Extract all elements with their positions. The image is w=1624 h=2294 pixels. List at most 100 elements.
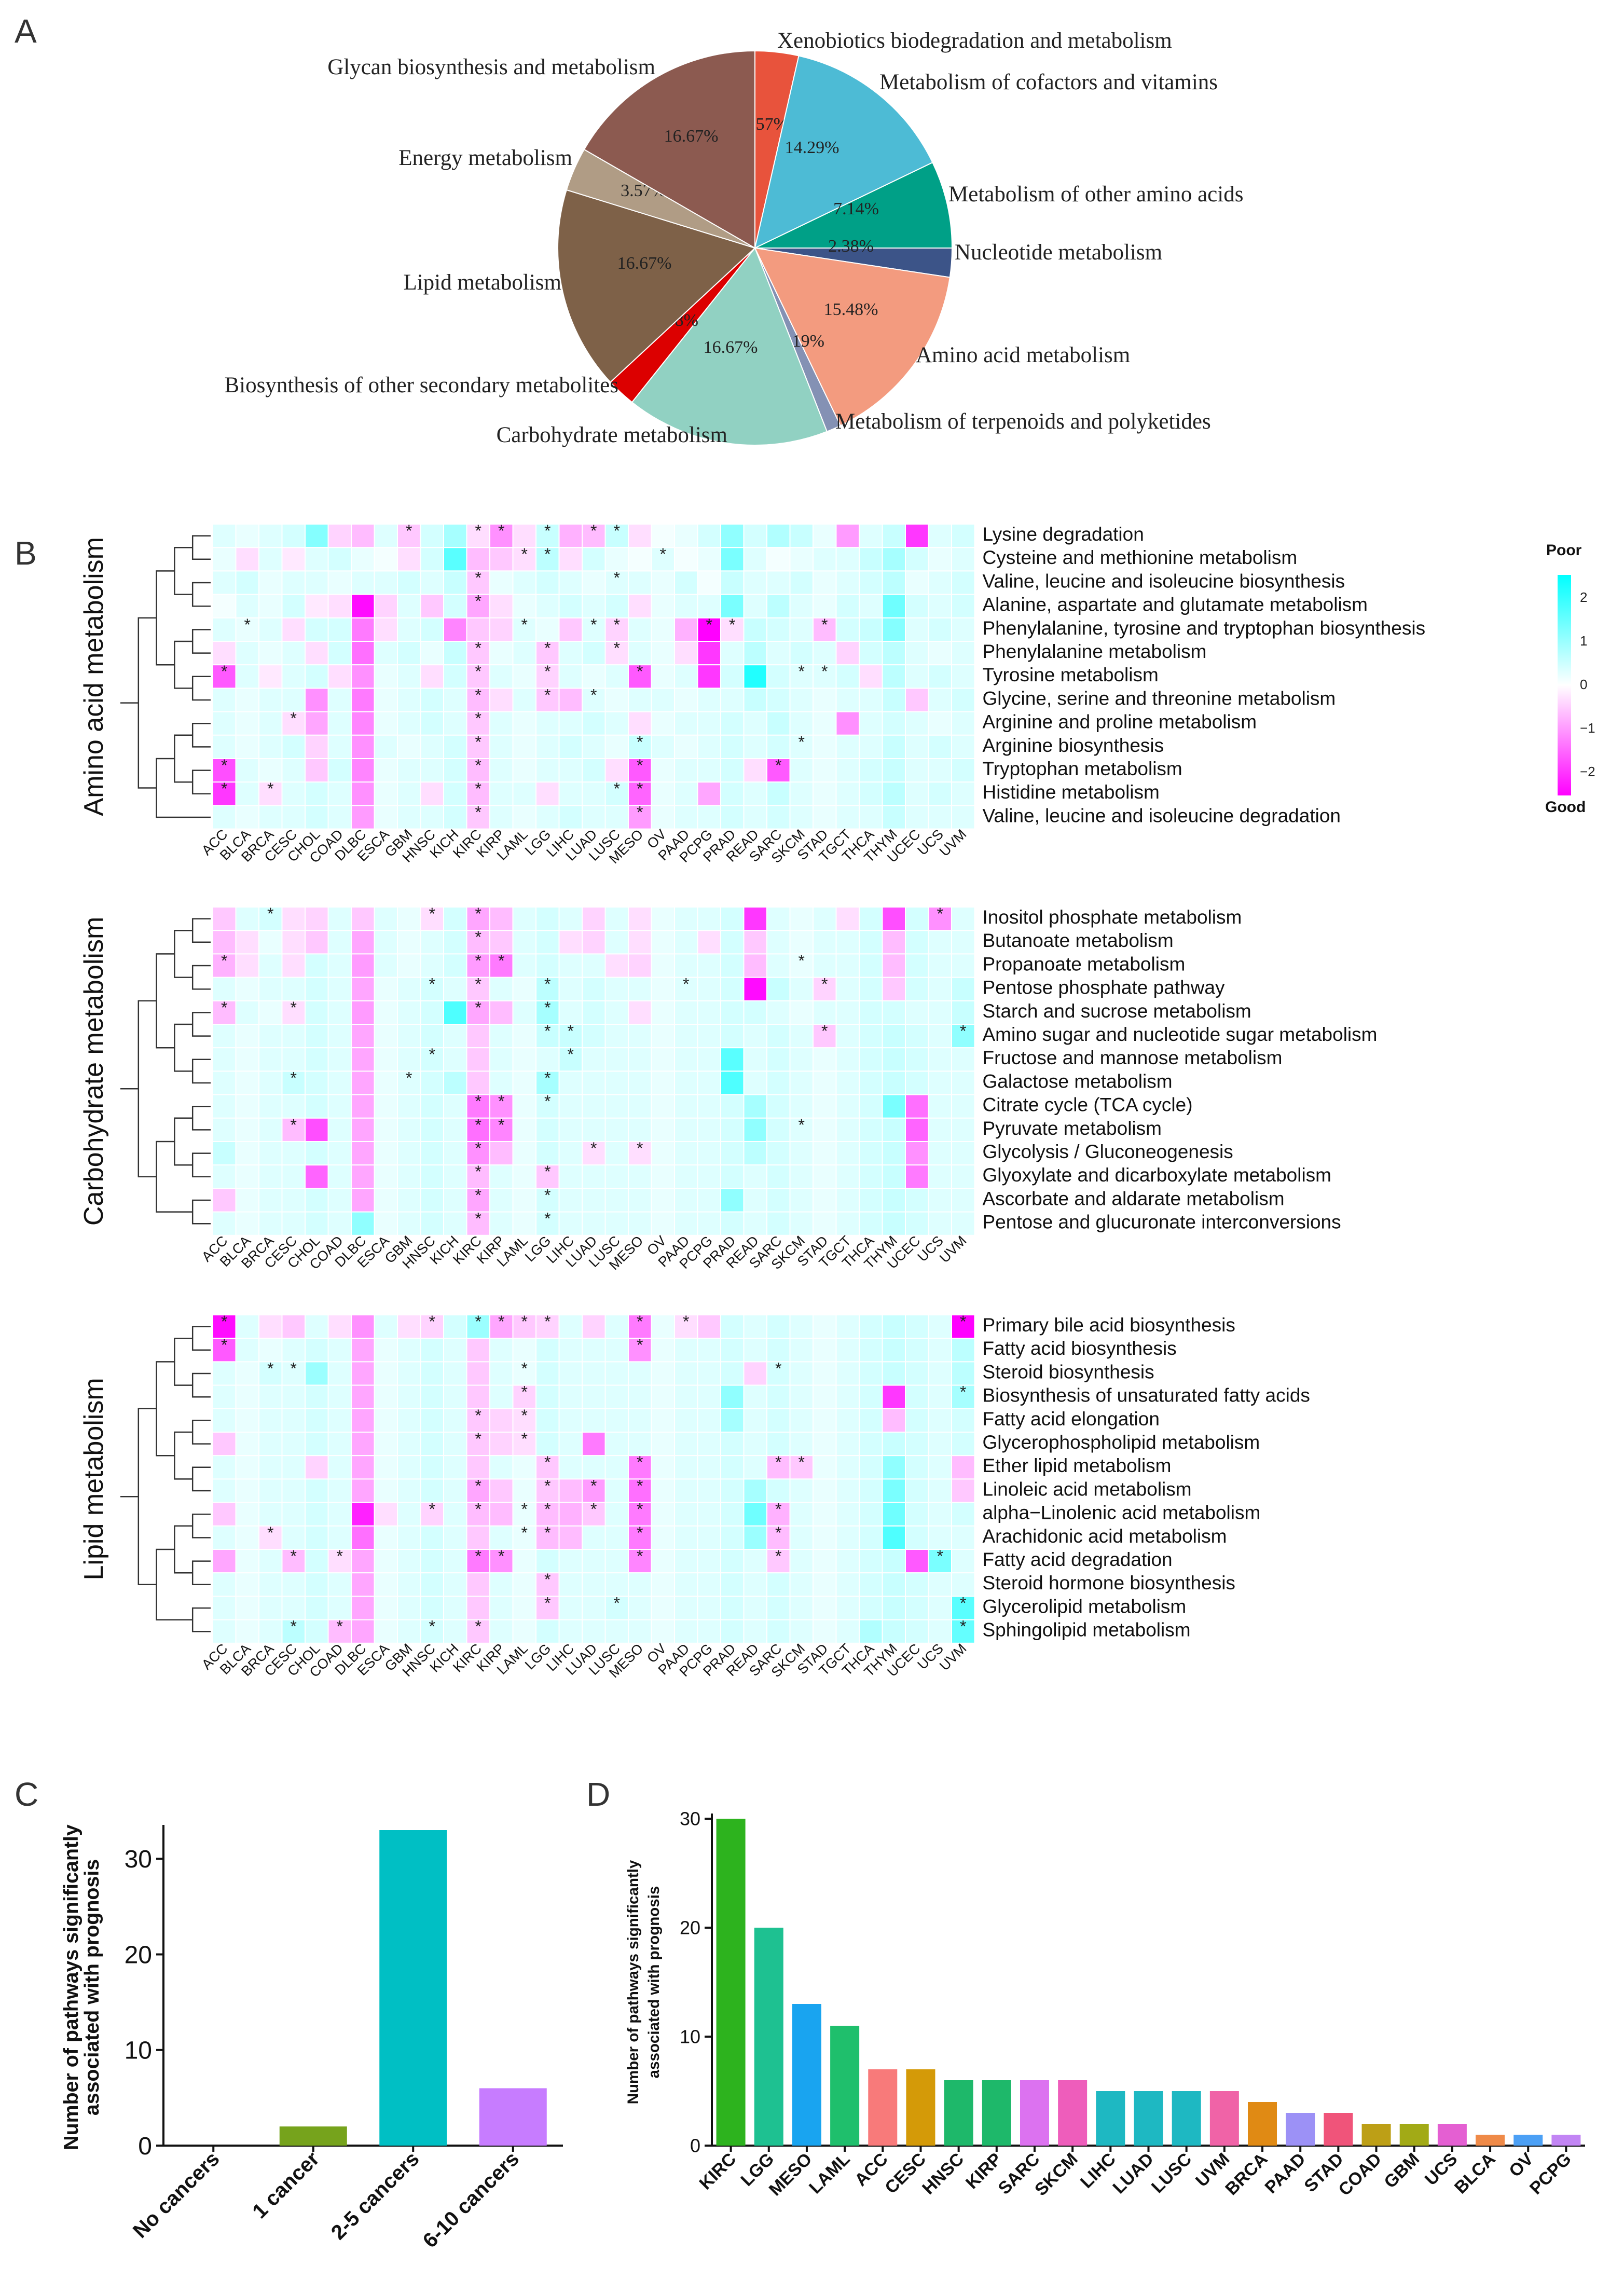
heatmap-cell <box>651 570 675 595</box>
heatmap-cell <box>420 734 444 760</box>
heatmap-cell <box>327 977 352 1001</box>
heatmap-cell <box>813 711 837 736</box>
heatmap-cell <box>674 524 698 548</box>
heatmap-cell <box>212 570 237 595</box>
heatmap-cell <box>882 641 906 666</box>
heatmap-cell <box>512 1572 536 1597</box>
heatmap-cell <box>720 664 745 689</box>
heatmap-cell <box>674 1070 698 1095</box>
significance-star: * <box>267 779 273 798</box>
pie-slice-percent: 16.67% <box>704 338 758 357</box>
heatmap-cell <box>905 1596 929 1620</box>
heatmap-cell <box>397 734 421 760</box>
heatmap-cell <box>535 906 560 931</box>
heatmap-cell <box>628 1094 652 1119</box>
heatmap-cell <box>905 1502 929 1527</box>
heatmap-cell <box>789 688 814 712</box>
heatmap-cell <box>281 1094 306 1119</box>
heatmap-cell <box>604 1596 629 1620</box>
heatmap-cell <box>420 906 444 931</box>
significance-star: * <box>291 709 297 728</box>
heatmap-cell <box>905 617 929 642</box>
heatmap-cell <box>951 977 975 1001</box>
bar <box>1096 2091 1125 2146</box>
heatmap-cell <box>835 641 860 666</box>
heatmap-cell <box>651 1619 675 1644</box>
heatmap-cell <box>443 1525 467 1550</box>
heatmap-cell <box>697 688 721 712</box>
heatmap-cell <box>604 547 629 572</box>
heatmap-cell <box>720 570 745 595</box>
heatmap-cell <box>235 977 259 1001</box>
heatmap-cell <box>281 1596 306 1620</box>
heatmap-cell <box>928 1024 952 1049</box>
heatmap-cell <box>327 570 352 595</box>
heatmap-cell <box>928 1141 952 1166</box>
heatmap-cell <box>674 1596 698 1620</box>
heatmap-cell <box>212 1619 237 1644</box>
heatmap-cell <box>835 1070 860 1095</box>
bar <box>944 2080 973 2146</box>
heatmap-cell <box>420 1525 444 1550</box>
heatmap-cell <box>512 1478 536 1503</box>
heatmap-cell <box>882 734 906 760</box>
heatmap-cell <box>443 1596 467 1620</box>
heatmap-cell <box>281 1384 306 1409</box>
heatmap-cell <box>743 1141 767 1166</box>
heatmap-cell <box>327 1384 352 1409</box>
heatmap-cell <box>466 1047 490 1072</box>
heatmap-cell <box>813 1070 837 1095</box>
heatmap-row-label: Glycine, serine and threonine metabolism <box>983 688 1336 709</box>
heatmap-cell <box>813 805 837 830</box>
heatmap-cell <box>928 1314 952 1339</box>
significance-star: * <box>475 1186 481 1204</box>
heatmap-cell <box>674 1502 698 1527</box>
pie-slice-label: Glycan biosynthesis and metabolism <box>327 55 655 79</box>
heatmap-cell <box>374 1047 398 1072</box>
heatmap-cell <box>859 1549 883 1574</box>
heatmap-cell <box>420 711 444 736</box>
heatmap-cell <box>674 1188 698 1213</box>
heatmap-cell <box>604 1525 629 1550</box>
heatmap-cell <box>720 1000 745 1025</box>
heatmaps: * * * * * ** * ** *** * * * * * ** * ** * * * * ** * ** ** * ** * * *… <box>79 521 1425 1681</box>
dendrogram-branch <box>191 1012 211 1037</box>
heatmap-cell <box>697 1549 721 1574</box>
heatmap-cell <box>743 1408 767 1433</box>
heatmap-cell <box>905 1384 929 1409</box>
heatmap-cell <box>582 1211 606 1236</box>
significance-star: * <box>475 803 481 821</box>
heatmap-cell <box>766 711 791 736</box>
heatmap-cell <box>743 758 767 783</box>
heatmap-cell <box>489 781 514 806</box>
pie-slice-label: Nucleotide metabolism <box>955 240 1162 265</box>
bar <box>792 2004 821 2146</box>
heatmap-cell <box>443 570 467 595</box>
heatmap-cell <box>651 1455 675 1480</box>
heatmap-cell <box>466 1572 490 1597</box>
pie-slice <box>754 161 953 249</box>
heatmap-cell <box>604 1338 629 1363</box>
heatmap-cell <box>420 1070 444 1095</box>
heatmap-cell <box>766 781 791 806</box>
significance-star: * <box>637 1523 643 1542</box>
heatmap-cell <box>443 664 467 689</box>
heatmap-cell <box>604 758 629 783</box>
heatmap-cell <box>905 1000 929 1025</box>
heatmap-cell <box>351 1338 375 1363</box>
heatmap-cell <box>766 547 791 572</box>
heatmap-cell <box>281 1164 306 1189</box>
heatmap-cell <box>327 524 352 548</box>
heatmap-cell <box>720 1384 745 1409</box>
heatmap-cell <box>835 1164 860 1189</box>
heatmap-cell <box>905 1164 929 1189</box>
heatmap-cell <box>420 1361 444 1386</box>
heatmap-cell <box>235 641 259 666</box>
heatmap-cell <box>397 953 421 978</box>
heatmap-cell <box>235 1000 259 1025</box>
heatmap-cell <box>582 547 606 572</box>
heatmap-cell <box>859 1502 883 1527</box>
heatmap-cell <box>512 617 536 642</box>
heatmap-cell <box>835 1024 860 1049</box>
heatmap-cell <box>766 1478 791 1503</box>
